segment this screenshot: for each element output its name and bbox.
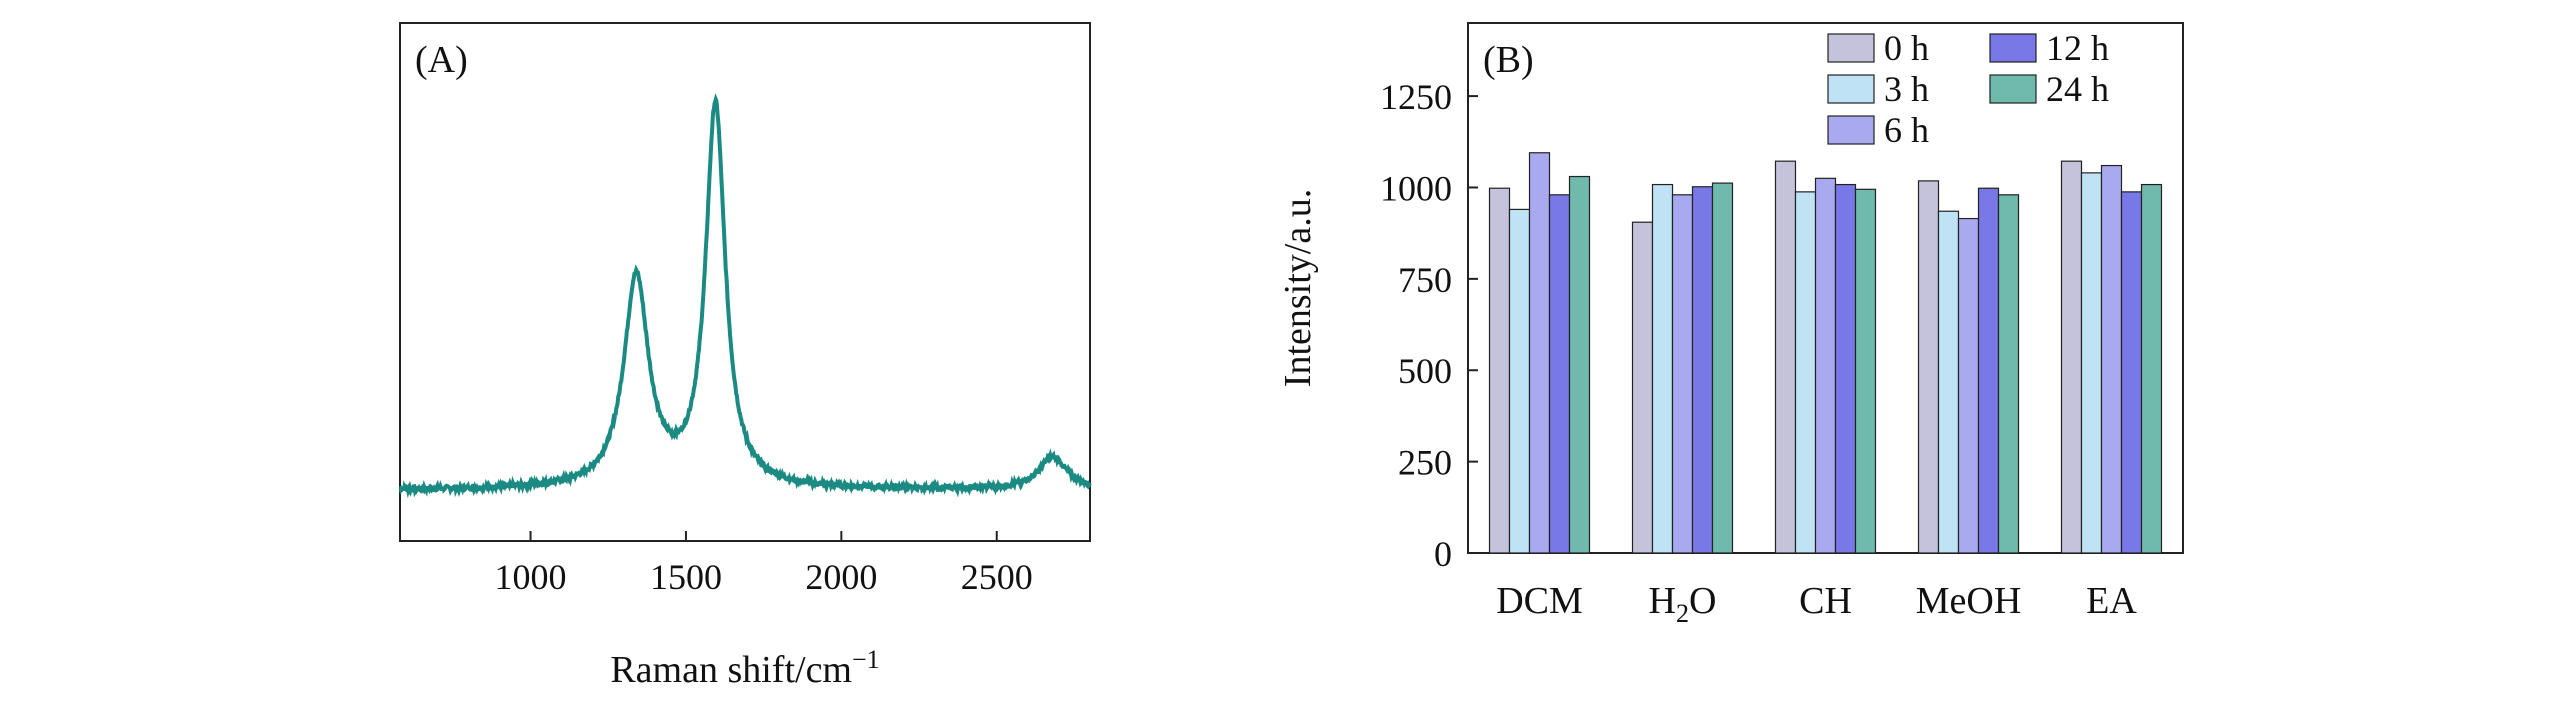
- panel-b-label: (B): [1483, 39, 1534, 81]
- panel-a-x-axis: 1000 1500 2000 2500: [495, 531, 1033, 597]
- legend-label-6h: 6 h: [1884, 110, 1929, 150]
- bar-dcm-3h: [1508, 208, 1531, 554]
- panel-b-category-label: MeOH: [1916, 580, 2022, 622]
- raman-spectrum-line: [398, 93, 1092, 499]
- bar-dcm-0h: [1488, 187, 1511, 554]
- bar-ch-24h: [1854, 188, 1877, 554]
- legend-swatch-6h: [1827, 115, 1875, 145]
- panel-a-x-tick-label: 1500: [650, 557, 722, 597]
- bar-meoh-12h: [1977, 187, 2000, 554]
- panel-b-bars: [1488, 152, 2163, 554]
- legend-swatch-24h: [1989, 74, 2037, 104]
- panel-a-label: (A): [415, 39, 468, 81]
- panel-b-category-label: H2O: [1649, 580, 1717, 628]
- bar-ch-3h: [1794, 191, 1817, 554]
- panel-a-x-tick-label: 1000: [495, 557, 567, 597]
- panel-b-y-axis-title: Intensity/a.u.: [1277, 189, 1319, 387]
- panel-a-x-tick-label: 2000: [805, 557, 877, 597]
- bar-ea-3h: [2080, 172, 2103, 554]
- bar-h2o-0h: [1631, 221, 1654, 554]
- bar-ch-6h: [1814, 177, 1837, 554]
- panel-a: (A) 1000 1500 2000 2500 Raman shift/cm−1: [398, 22, 1092, 691]
- panel-a-frame: [399, 22, 1091, 542]
- bar-ea-0h: [2060, 160, 2083, 554]
- panel-b-legend: 0 h3 h6 h 12 h24 h: [1827, 28, 2109, 150]
- legend-swatch-3h: [1827, 74, 1875, 104]
- bar-ea-6h: [2100, 164, 2123, 554]
- panel-b-y-tick-label: 1000: [1380, 168, 1452, 208]
- bar-meoh-0h: [1917, 180, 1940, 554]
- legend-swatch-12h: [1989, 33, 2037, 63]
- legend-label-0h: 0 h: [1884, 28, 1929, 68]
- panel-a-xlabel-superscript: −1: [852, 645, 880, 674]
- bar-meoh-24h: [1997, 194, 2020, 554]
- panel-b-category-label: CH: [1799, 580, 1852, 622]
- bar-dcm-12h: [1548, 194, 1571, 554]
- bar-h2o-24h: [1711, 182, 1734, 554]
- panel-a-x-tick-label: 2500: [961, 557, 1033, 597]
- panel-b-y-tick-label: 0: [1434, 534, 1452, 574]
- panel-b-category-label: DCM: [1496, 580, 1583, 622]
- panel-a-xlabel-text: Raman shift/cm: [610, 649, 852, 691]
- panel-b-y-tick-label: 750: [1398, 260, 1452, 300]
- panel-b-x-axis: DCM H2O CH MeOH EA: [1496, 580, 2137, 628]
- legend-label-24h: 24 h: [2046, 69, 2109, 109]
- bar-ch-0h: [1774, 160, 1797, 554]
- panel-b-y-tick-label: 250: [1398, 443, 1452, 483]
- legend-label-12h: 12 h: [2046, 28, 2109, 68]
- bar-h2o-12h: [1691, 186, 1714, 554]
- panel-a-x-axis-title: Raman shift/cm−1: [610, 645, 879, 691]
- panel-b: (B) 0 250 500 750 1000 1250 DCM H2O CH MeOH EA 0 …: [1277, 22, 2184, 628]
- legend-swatch-0h: [1827, 33, 1875, 63]
- panel-b-y-axis: 0 250 500 750 1000 1250: [1380, 77, 1478, 574]
- panel-b-category-label: EA: [2086, 580, 2137, 622]
- bar-ea-24h: [2140, 183, 2163, 554]
- bar-meoh-6h: [1957, 217, 1980, 554]
- bar-ea-12h: [2120, 191, 2143, 554]
- panel-b-y-tick-label: 1250: [1380, 77, 1452, 117]
- bar-h2o-3h: [1651, 183, 1674, 554]
- bar-h2o-6h: [1671, 194, 1694, 554]
- bar-meoh-3h: [1937, 210, 1960, 554]
- legend-label-3h: 3 h: [1884, 69, 1929, 109]
- bar-ch-12h: [1834, 183, 1857, 554]
- panel-b-y-tick-label: 500: [1398, 351, 1452, 391]
- bar-dcm-6h: [1528, 152, 1551, 554]
- bar-dcm-24h: [1568, 175, 1591, 554]
